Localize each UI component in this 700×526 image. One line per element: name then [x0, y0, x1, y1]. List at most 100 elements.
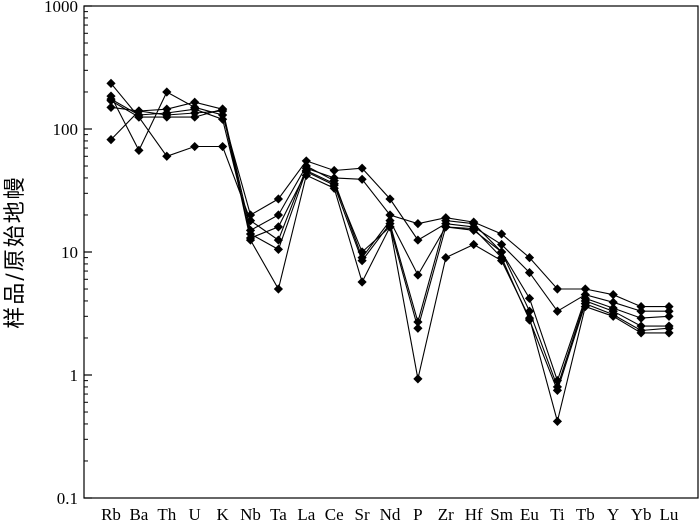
data-point-marker: [636, 313, 646, 323]
data-point-marker: [385, 222, 395, 232]
data-point-marker: [245, 235, 256, 245]
data-point-marker: [608, 297, 618, 307]
x-tick-label: Ce: [325, 505, 344, 524]
data-point-marker: [301, 170, 311, 180]
series-layer: [106, 78, 674, 426]
x-tick-label: Y: [607, 505, 619, 524]
data-point-marker: [664, 328, 674, 338]
y-tick-label: 1000: [44, 0, 78, 16]
data-point-marker: [497, 239, 507, 250]
data-point-marker: [413, 219, 423, 229]
x-tick-label: Tb: [576, 505, 595, 524]
data-point-marker: [134, 145, 144, 155]
data-point-marker: [245, 210, 256, 220]
data-point-marker: [524, 313, 535, 323]
data-point-marker: [552, 416, 562, 426]
data-point-marker: [664, 311, 674, 321]
data-point-marker: [162, 151, 172, 161]
y-axis-label: 样品/原始地幔: [3, 175, 28, 328]
x-tick-label: Nd: [380, 505, 401, 524]
data-point-marker: [273, 284, 283, 294]
x-tick-label: U: [189, 505, 201, 524]
y-tick-label: 100: [53, 120, 79, 139]
data-point-marker: [441, 222, 451, 232]
data-point-marker: [357, 174, 367, 184]
data-point-marker: [162, 110, 172, 120]
data-point-marker: [664, 323, 674, 333]
data-point-marker: [106, 78, 116, 88]
series-6: [106, 106, 674, 426]
data-point-marker: [329, 183, 339, 193]
data-point-marker: [664, 301, 674, 312]
series-2: [106, 87, 674, 316]
x-tick-label: Eu: [520, 505, 539, 524]
x-tick-label: Nb: [240, 505, 261, 524]
data-point-marker: [608, 311, 618, 321]
data-point-marker: [273, 222, 283, 232]
x-tick-label: Zr: [438, 505, 454, 524]
data-point-marker: [413, 235, 423, 245]
data-point-marker: [273, 194, 283, 204]
x-tick-label: Yb: [631, 505, 652, 524]
data-point-marker: [385, 194, 395, 204]
data-point-marker: [106, 135, 116, 145]
x-tick-label: Ba: [129, 505, 148, 524]
data-point-marker: [469, 223, 479, 234]
y-tick-label: 10: [61, 243, 78, 262]
y-axis: 0.1 1 10 100 1000: [44, 0, 92, 508]
data-point-marker: [636, 301, 646, 312]
data-point-marker: [608, 290, 618, 300]
x-tick-label: Ta: [270, 505, 287, 524]
data-point-marker: [273, 235, 283, 245]
x-tick-label: Sm: [490, 505, 513, 524]
data-point-marker: [106, 94, 116, 104]
data-point-marker: [301, 165, 311, 176]
data-point-marker: [218, 106, 228, 116]
data-point-marker: [301, 156, 311, 166]
data-point-marker: [413, 270, 423, 280]
data-point-marker: [580, 301, 590, 312]
data-point-marker: [357, 256, 367, 266]
data-point-marker: [636, 328, 646, 338]
data-point-marker: [134, 106, 144, 116]
y-tick-label: 0.1: [57, 489, 78, 508]
data-point-marker: [552, 306, 562, 316]
x-tick-label: La: [297, 505, 315, 524]
data-point-marker: [469, 219, 479, 229]
data-point-marker: [497, 247, 507, 257]
y-tick-label: 1: [70, 366, 79, 385]
data-point-marker: [524, 253, 535, 263]
data-point-marker: [357, 247, 367, 257]
data-point-marker: [469, 239, 479, 250]
data-point-marker: [273, 244, 283, 254]
data-point-marker: [273, 210, 283, 220]
data-point-marker: [664, 306, 674, 316]
x-tick-label: Lu: [660, 505, 679, 524]
data-point-marker: [497, 229, 507, 239]
data-point-marker: [413, 374, 423, 384]
data-point-marker: [357, 277, 367, 287]
x-tick-label: Sr: [355, 505, 370, 524]
data-point-marker: [190, 141, 200, 152]
series-line: [110, 110, 669, 422]
series-4: [106, 97, 674, 392]
data-point-marker: [580, 284, 590, 294]
data-point-marker: [636, 306, 646, 316]
data-point-marker: [552, 284, 562, 294]
x-tick-label: Rb: [101, 505, 121, 524]
data-point-marker: [385, 210, 395, 220]
x-tick-label: Hf: [465, 505, 483, 524]
data-point-marker: [162, 87, 172, 97]
data-point-marker: [441, 253, 451, 263]
data-point-marker: [218, 141, 228, 152]
data-point-marker: [524, 268, 535, 278]
plot-frame: [83, 5, 699, 499]
data-point-marker: [552, 385, 562, 395]
data-point-marker: [524, 293, 535, 303]
data-point-marker: [441, 216, 451, 226]
data-point-marker: [190, 97, 200, 107]
x-tick-label: Th: [157, 505, 176, 524]
x-tick-label: Ti: [550, 505, 565, 524]
x-tick-label: P: [413, 505, 422, 524]
